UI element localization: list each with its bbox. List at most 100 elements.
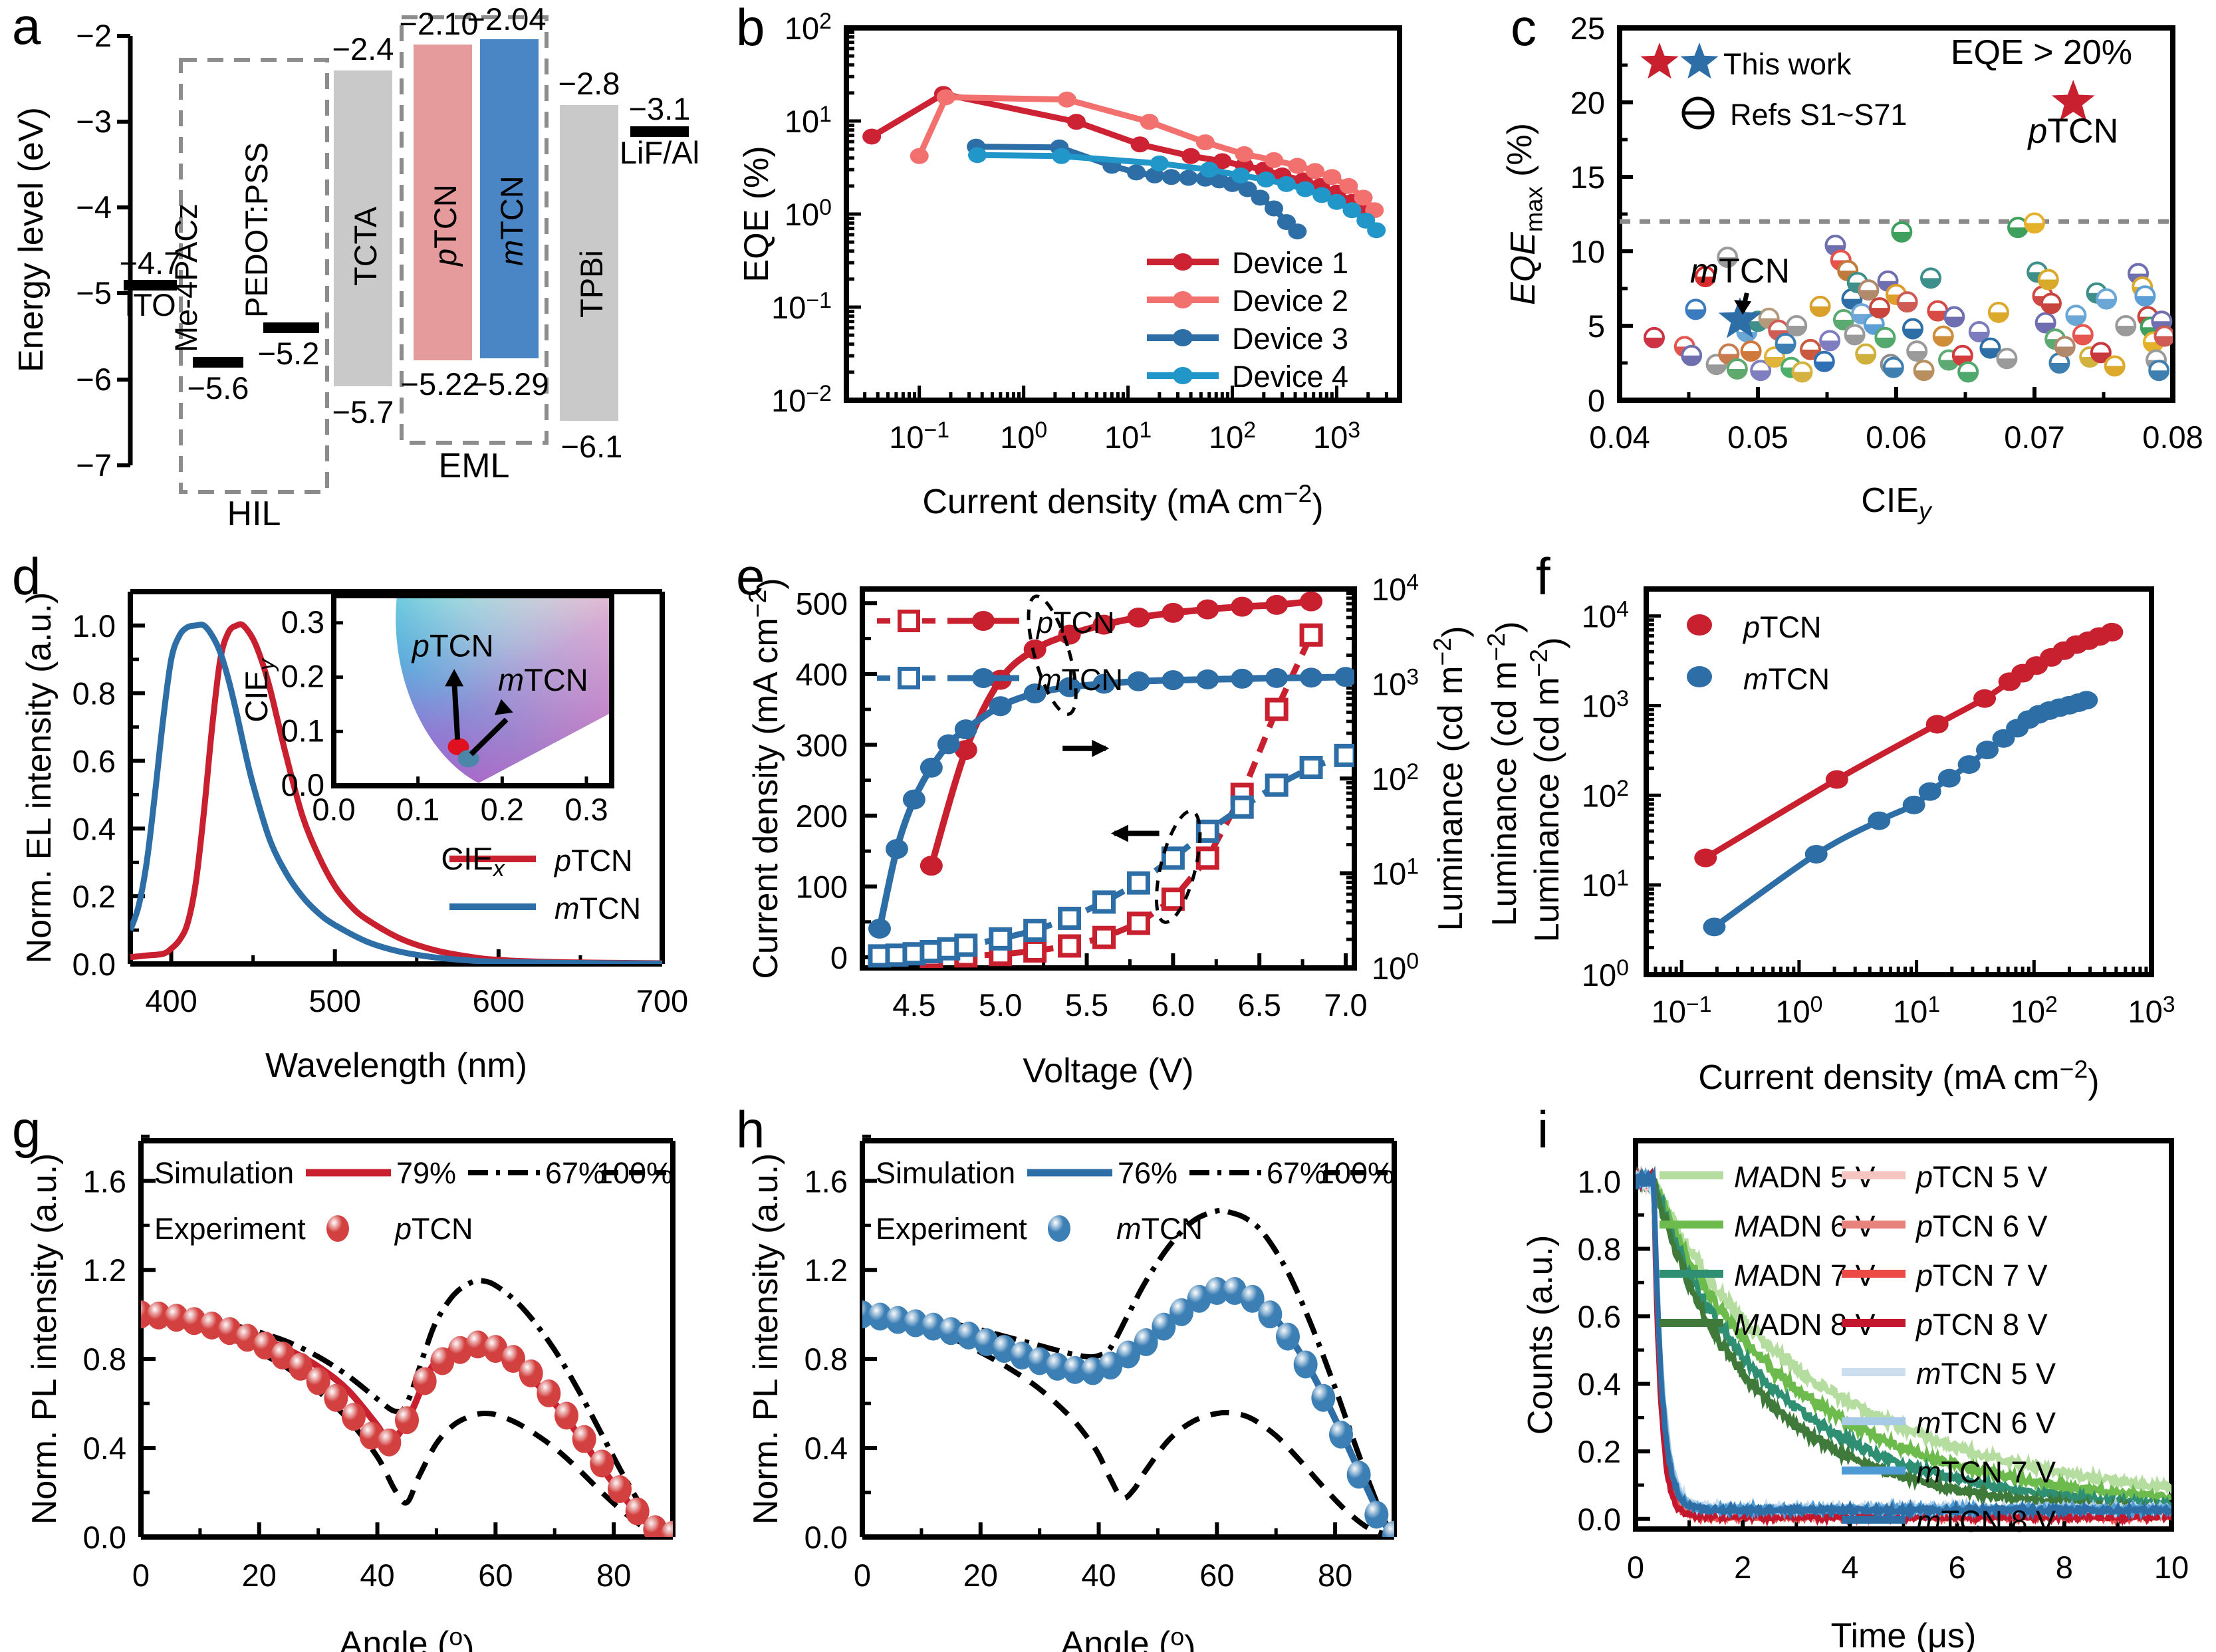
svg-text:101: 101	[1104, 417, 1152, 455]
svg-text:−4: −4	[76, 189, 112, 225]
xtick: 4	[1841, 1550, 1858, 1585]
data-point	[1023, 639, 1046, 659]
panel-c-ylabel: EQEmax (%)	[1501, 123, 1548, 305]
experiment-point	[1258, 1300, 1283, 1329]
legend-star-red	[1640, 43, 1679, 79]
data-point	[1092, 614, 1116, 635]
panel-f-ylabel: Luminance (cd m−2)	[1482, 622, 1528, 927]
xtick: 0	[132, 1558, 150, 1593]
experiment-point	[253, 1332, 277, 1360]
ytick: 0.4	[804, 1431, 848, 1466]
ytick: 0.4	[83, 1431, 126, 1466]
experiment-point	[1329, 1420, 1353, 1449]
data-point	[1902, 795, 1925, 814]
ytick: 0	[830, 940, 848, 975]
experiment-point	[537, 1379, 561, 1408]
experiment-point	[412, 1367, 437, 1395]
panel-b-series	[862, 86, 1386, 240]
data-point	[1918, 782, 1941, 801]
legend-exp-title: Experiment	[876, 1212, 1027, 1246]
xtick: 0	[1627, 1550, 1644, 1585]
mtcn-lumo-value: −2.04	[467, 1, 547, 37]
spectrum-mTCN	[130, 622, 662, 964]
legend-pTCN-7-V: pTCN 7 V	[1915, 1258, 2048, 1292]
data-point	[1127, 671, 1150, 691]
pedotpss-level-value: −5.2	[258, 336, 320, 371]
panel-c: c 0.04 0.05 0.06 0.07 0.08 0 5 10 15 20 25 EQEmax (…	[1496, 0, 2216, 532]
experiment-point	[395, 1406, 419, 1435]
svg-text:−5: −5	[76, 275, 112, 310]
panel-a-ylabel: Energy level (eV)	[12, 107, 51, 372]
legend-exp-name: mTCN	[1116, 1212, 1203, 1246]
legend-exp-title: Experiment	[154, 1212, 306, 1246]
legend-mTCN-6-V: mTCN 6 V	[1916, 1406, 2056, 1440]
experiment-point	[271, 1342, 295, 1370]
data-point	[954, 933, 978, 957]
data-point	[1126, 871, 1150, 895]
svg-g-ylabel: Norm. PL intensity (a.u.)	[25, 1153, 64, 1525]
legend-sim-fit: 79%	[396, 1156, 456, 1190]
data-point	[1703, 917, 1726, 937]
svg-text:104: 104	[1372, 570, 1419, 607]
ytick: 0.6	[72, 744, 116, 779]
data-point	[1195, 819, 1219, 843]
data-point	[1925, 715, 1949, 734]
legend-pTCN: pTCN	[1742, 610, 1822, 644]
tpbi-label: TPBi	[574, 250, 609, 318]
panel-b: b 10−1 100 101 102 103 10−2 10−1 100 101 102 EQE (…	[721, 0, 1446, 532]
inset-mtcn-label: mTCN	[498, 662, 588, 697]
layer-tcta: −2.4 −5.7 TCTA	[332, 31, 394, 429]
data-point	[1937, 768, 1961, 788]
panel-g-label: g	[12, 1100, 41, 1159]
data-point	[1265, 773, 1289, 797]
ytick: 0.4	[72, 811, 116, 846]
panel-d-xlabel: Wavelength (nm)	[265, 1046, 527, 1085]
svg-text:103: 103	[1582, 686, 1629, 723]
legend-sim-100: 100%	[596, 1156, 673, 1190]
svg-text:100: 100	[785, 195, 832, 232]
ytick: 0.2	[72, 879, 116, 914]
legend-MADN-5-V: MADN 5 V	[1734, 1160, 1876, 1194]
xtick: 20	[963, 1558, 998, 1593]
data-point	[920, 757, 943, 778]
panel-e-svg: 4.5 5.0 5.5 6.0 6.5 7.0 0 100 200 300 400 500 100 101…	[743, 570, 1474, 1090]
sim-67%	[141, 1278, 673, 1537]
ytick: 0.2	[1578, 1434, 1621, 1469]
legend-pTCN-6-V: pTCN 6 V	[1915, 1209, 2048, 1243]
xtick: 6.0	[1152, 987, 1195, 1022]
layer-tpbi: −2.8 −6.1 TPBi	[558, 66, 623, 464]
ytick: 1.6	[804, 1163, 848, 1199]
me4pacz-level-value: −5.6	[187, 370, 249, 406]
svg-text:103: 103	[2128, 992, 2175, 1029]
xtick: 8	[2056, 1550, 2073, 1585]
xtick: 6	[1949, 1550, 1966, 1585]
inset-ptcn-label: pTCN	[411, 628, 494, 663]
legend-label: Device 1	[1232, 246, 1348, 280]
layer-lifal: −3.1 LiF/Al	[620, 91, 699, 170]
xtick: 60	[1199, 1558, 1234, 1593]
xtick: 6.5	[1238, 987, 1281, 1022]
panel-a-svg: −2 −3 −4 −5 −6 −7 Energy level (eV) HIL …	[12, 1, 699, 533]
xtick: 400	[145, 983, 197, 1018]
layer-pedotpss: PEDOT:PSS −5.2	[239, 142, 319, 371]
experiment-point	[886, 1306, 910, 1334]
svg-text:103: 103	[1372, 664, 1419, 701]
data-point	[1023, 683, 1046, 704]
panel-c-points	[1644, 80, 2173, 383]
ytick: 1.0	[72, 608, 116, 644]
tpbi-homo-value: −6.1	[561, 429, 623, 464]
panel-f-xlabel: Current density (mA cm−2)	[1698, 1055, 2099, 1101]
panel-b-label: b	[736, 0, 765, 57]
eml-group-label: EML	[439, 447, 510, 485]
data-point	[1265, 667, 1289, 688]
legend-label: Device 4	[1232, 360, 1348, 394]
experiment-point	[342, 1403, 366, 1431]
legend-mTCN-8-V: mTCN 8 V	[1916, 1504, 2056, 1538]
ytick: 0.0	[83, 1520, 126, 1555]
data-point	[1299, 755, 1323, 779]
ytick: 0.8	[804, 1342, 848, 1377]
xtick: 0.08	[2142, 419, 2203, 455]
